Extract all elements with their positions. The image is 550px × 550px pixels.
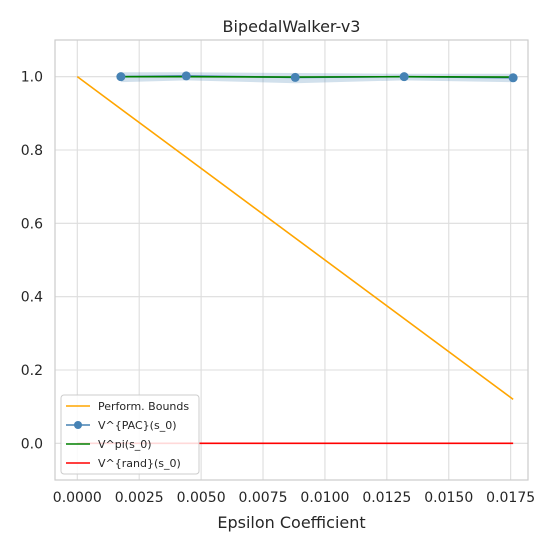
x-tick-label: 0.0125 bbox=[362, 490, 411, 506]
y-tick-label: 0.2 bbox=[21, 363, 43, 379]
y-tick-label: 0.8 bbox=[21, 143, 43, 159]
x-tick-label: 0.0050 bbox=[177, 490, 226, 506]
x-tick-labels: 0.0000 0.0025 0.0050 0.0075 0.0100 0.0125 0.01… bbox=[53, 490, 535, 506]
data-point bbox=[181, 71, 191, 81]
data-point bbox=[399, 72, 409, 82]
chart-title: BipedalWalker-v3 bbox=[223, 17, 361, 36]
y-tick-label: 0.0 bbox=[21, 436, 43, 452]
legend-marker bbox=[74, 421, 82, 429]
y-tick-label: 0.6 bbox=[21, 216, 43, 232]
legend-label: V^pi(s_0) bbox=[98, 438, 152, 451]
x-tick-label: 0.0025 bbox=[115, 490, 164, 506]
legend-label: V^{rand}(s_0) bbox=[98, 457, 181, 470]
x-tick-label: 0.0150 bbox=[424, 490, 473, 506]
plot-frame bbox=[54, 39, 529, 481]
data-point bbox=[116, 72, 126, 82]
x-tick-label: 0.0075 bbox=[239, 490, 288, 506]
x-tick-label: 0.0100 bbox=[300, 490, 349, 506]
legend: Perform. Bounds V^{PAC}(s_0) V^pi(s_0) V^{r… bbox=[60, 394, 200, 475]
x-tick-label: 0.0175 bbox=[486, 490, 535, 506]
series-markers bbox=[116, 71, 518, 83]
legend-frame bbox=[60, 394, 200, 475]
data-point bbox=[508, 73, 518, 83]
y-tick-label: 1.0 bbox=[21, 70, 43, 86]
legend-label: V^{PAC}(s_0) bbox=[98, 419, 177, 432]
y-tick-label: 0.4 bbox=[21, 290, 43, 306]
x-axis-label: Epsilon Coefficient bbox=[217, 513, 365, 532]
data-point bbox=[290, 72, 300, 82]
y-tick-labels: 0.0 0.2 0.4 0.6 0.8 1.0 bbox=[21, 70, 43, 453]
legend-label: Perform. Bounds bbox=[98, 400, 189, 413]
series-line bbox=[76, 76, 514, 400]
x-tick-label: 0.0000 bbox=[53, 490, 102, 506]
